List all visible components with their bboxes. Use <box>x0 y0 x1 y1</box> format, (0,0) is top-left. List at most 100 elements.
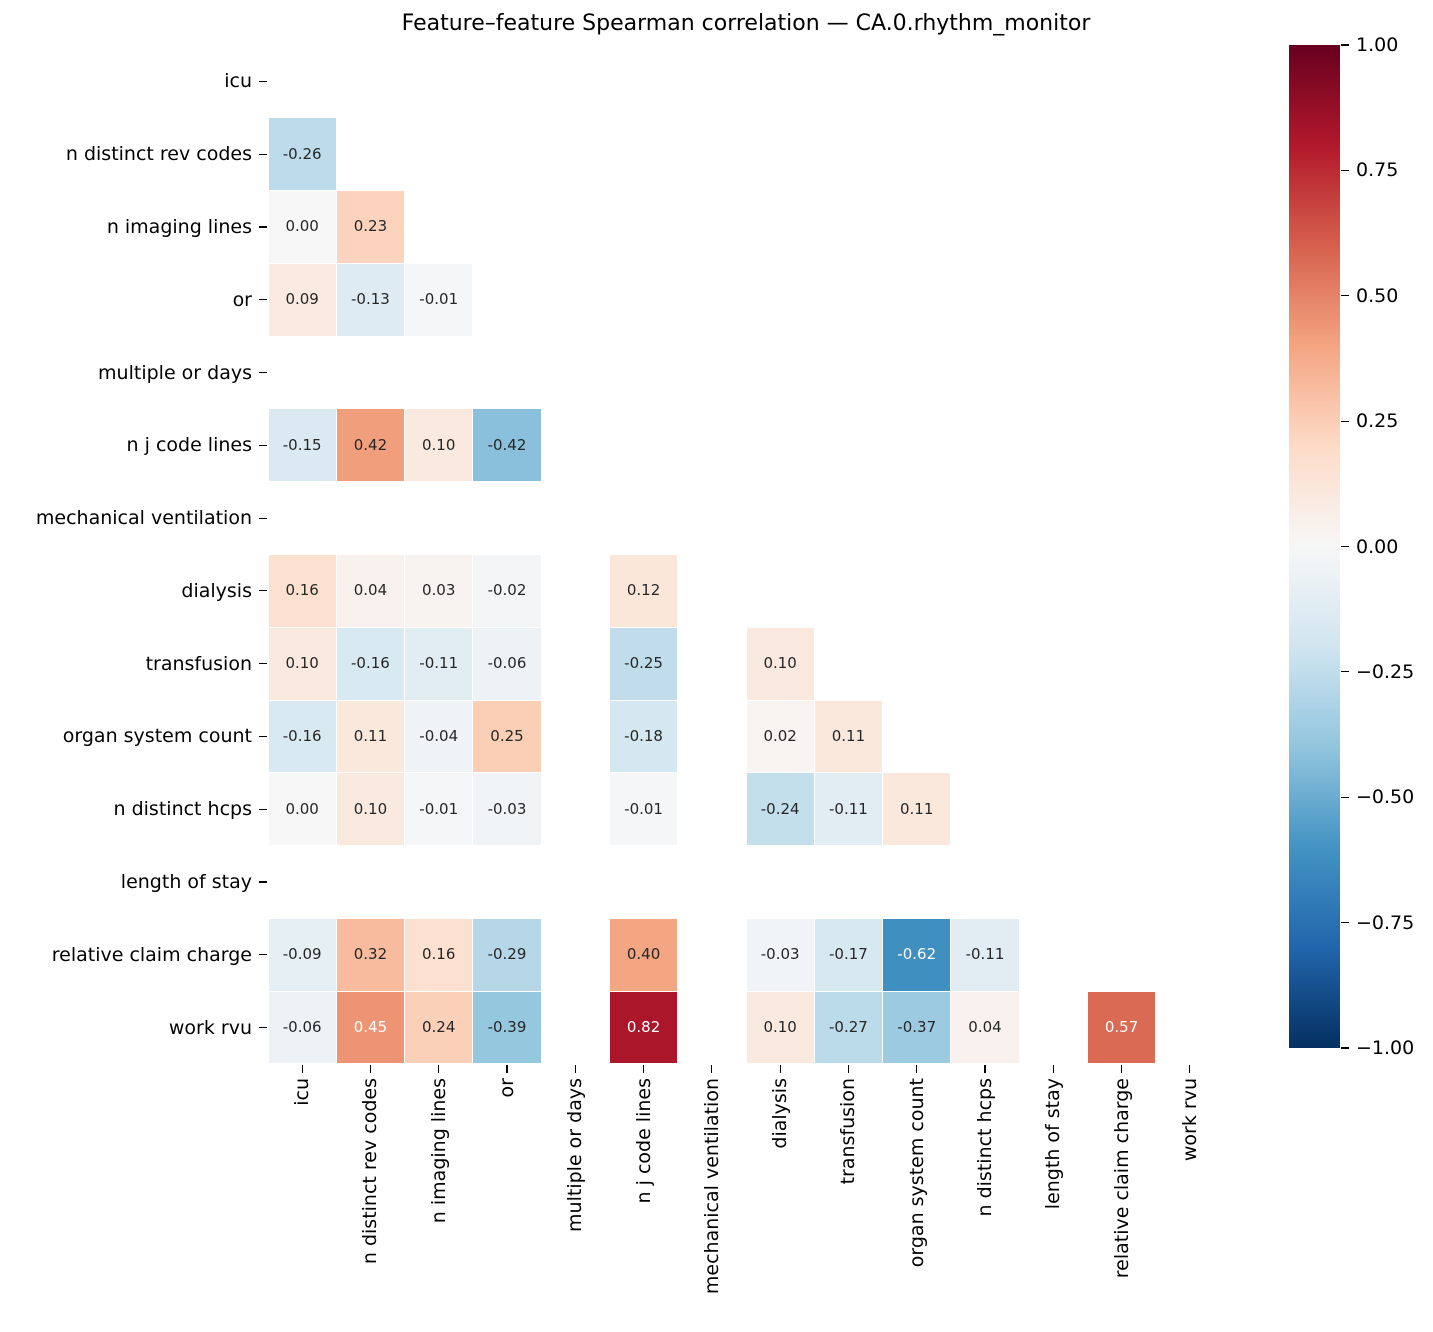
row-tick-mark <box>259 226 267 228</box>
heatmap-cell: -0.02 <box>473 555 541 627</box>
heatmap-cell: -0.11 <box>405 627 473 700</box>
row-tick-mark <box>259 881 267 883</box>
cell-value: -0.42 <box>487 435 527 454</box>
cell-value: 0.02 <box>763 726 797 745</box>
cell-value: -0.25 <box>624 654 663 673</box>
col-tick-mark <box>1052 1065 1054 1073</box>
heatmap-cell: -0.06 <box>268 991 336 1064</box>
heatmap-cell: -0.24 <box>746 773 814 846</box>
col-tick-label: work rvu <box>1178 1078 1201 1162</box>
heatmap-cell: -0.13 <box>336 263 405 336</box>
row-tick-label: transfusion <box>145 652 252 675</box>
col-tick-mark <box>779 1065 781 1073</box>
cell-value: 0.42 <box>353 435 388 454</box>
heatmap-cell: -0.01 <box>405 263 473 336</box>
colorbar-tick-label: −0.75 <box>1356 911 1415 934</box>
cell-value: -0.29 <box>487 945 527 964</box>
heatmap-cell: 0.03 <box>405 555 473 627</box>
row-tick-label: or <box>232 288 252 311</box>
heatmap-cell: 0.40 <box>609 918 678 991</box>
cell-value: 0.12 <box>626 581 661 600</box>
cell-value: -0.02 <box>487 581 527 600</box>
heatmap-cell: -0.11 <box>814 773 883 846</box>
colorbar-tick-label: 0.75 <box>1356 159 1399 182</box>
colorbar-tick-label: −1.00 <box>1356 1037 1415 1059</box>
col-tick-mark <box>438 1065 440 1073</box>
row-tick-label: n distinct rev codes <box>65 143 252 166</box>
col-tick-mark <box>847 1065 850 1073</box>
heatmap-cell: 0.12 <box>609 555 678 627</box>
heatmap-cell: 0.45 <box>336 991 405 1064</box>
heatmap-cell: -0.29 <box>473 918 541 991</box>
cell-value: 0.10 <box>422 435 456 454</box>
row-tick-label: icu <box>224 70 252 93</box>
row-tick-mark <box>259 444 267 446</box>
cell-value: -0.17 <box>829 945 868 964</box>
row-tick-mark <box>259 1027 267 1029</box>
cell-value: -0.03 <box>487 799 527 818</box>
col-tick-mark <box>1120 1065 1123 1073</box>
heatmap-cell: 0.10 <box>268 627 336 700</box>
cell-value: 0.00 <box>285 799 319 818</box>
heatmap-cell: -0.01 <box>609 773 678 846</box>
row-tick-mark <box>259 663 267 665</box>
colorbar-tick-label: −0.25 <box>1356 660 1415 683</box>
col-tick-mark <box>711 1065 713 1073</box>
col-tick-label: multiple or days <box>564 1078 587 1232</box>
cell-value: 0.23 <box>353 217 388 236</box>
cell-value: 0.03 <box>422 581 456 600</box>
heatmap-cell: 0.04 <box>951 991 1019 1064</box>
colorbar-tick-mark <box>1341 420 1349 422</box>
heatmap-cell: 0.10 <box>746 627 814 700</box>
heatmap-cell: 0.23 <box>336 191 405 263</box>
heatmap-cell: -0.27 <box>814 991 883 1064</box>
heatmap-cell: 0.10 <box>336 773 405 846</box>
heatmap-cell: 0.04 <box>336 555 405 627</box>
cell-value: -0.16 <box>351 654 390 673</box>
heatmap-cell: -0.03 <box>746 918 814 991</box>
row-tick-label: n j code lines <box>126 434 252 457</box>
heatmap-cell: 0.11 <box>336 700 405 773</box>
cell-value: -0.01 <box>624 799 663 818</box>
cell-value: 0.11 <box>900 799 934 818</box>
chart-title: Feature–feature Spearman correlation — C… <box>401 11 1091 36</box>
cell-value: -0.18 <box>624 726 663 745</box>
cell-value: -0.06 <box>487 654 527 673</box>
cell-value: -0.13 <box>351 290 390 309</box>
cell-value: -0.11 <box>829 799 868 818</box>
colorbar-tick-mark <box>1341 545 1349 548</box>
col-tick-label: n imaging lines <box>427 1078 450 1224</box>
heatmap-cell: -0.03 <box>473 773 541 846</box>
heatmap-cell: 0.16 <box>405 918 473 991</box>
row-tick-mark <box>259 735 267 738</box>
col-tick-mark <box>301 1065 303 1073</box>
heatmap-cell: -0.26 <box>268 118 336 191</box>
cell-value: -0.11 <box>965 945 1005 964</box>
cell-value: -0.04 <box>419 726 459 745</box>
cell-value: -0.15 <box>282 435 322 454</box>
cell-value: 0.16 <box>422 945 456 964</box>
cell-value: 0.82 <box>626 1018 661 1037</box>
cell-value: 0.24 <box>422 1018 456 1037</box>
colorbar <box>1289 45 1340 1048</box>
heatmap-cell: 0.32 <box>336 918 405 991</box>
heatmap-cell: 0.57 <box>1087 991 1156 1064</box>
cell-value: 0.10 <box>285 654 319 673</box>
cell-value: -0.24 <box>760 799 800 818</box>
col-tick-label: n j code lines <box>632 1078 655 1204</box>
cell-value: 0.09 <box>285 290 319 309</box>
heatmap-cell: 0.00 <box>268 191 336 263</box>
row-tick-mark <box>259 299 267 301</box>
heatmap-cell: 0.10 <box>405 409 473 482</box>
col-tick-mark <box>984 1065 986 1073</box>
row-tick-label: mechanical ventilation <box>35 507 252 530</box>
colorbar-tick-mark <box>1341 295 1349 297</box>
col-tick-label: n distinct hcps <box>974 1078 996 1217</box>
col-tick-label: transfusion <box>837 1078 860 1185</box>
col-tick-mark <box>916 1065 918 1073</box>
heatmap-cell: -0.16 <box>268 700 336 773</box>
cell-value: -0.62 <box>897 945 937 964</box>
cell-value: -0.39 <box>487 1018 527 1037</box>
cell-value: -0.27 <box>829 1018 868 1037</box>
